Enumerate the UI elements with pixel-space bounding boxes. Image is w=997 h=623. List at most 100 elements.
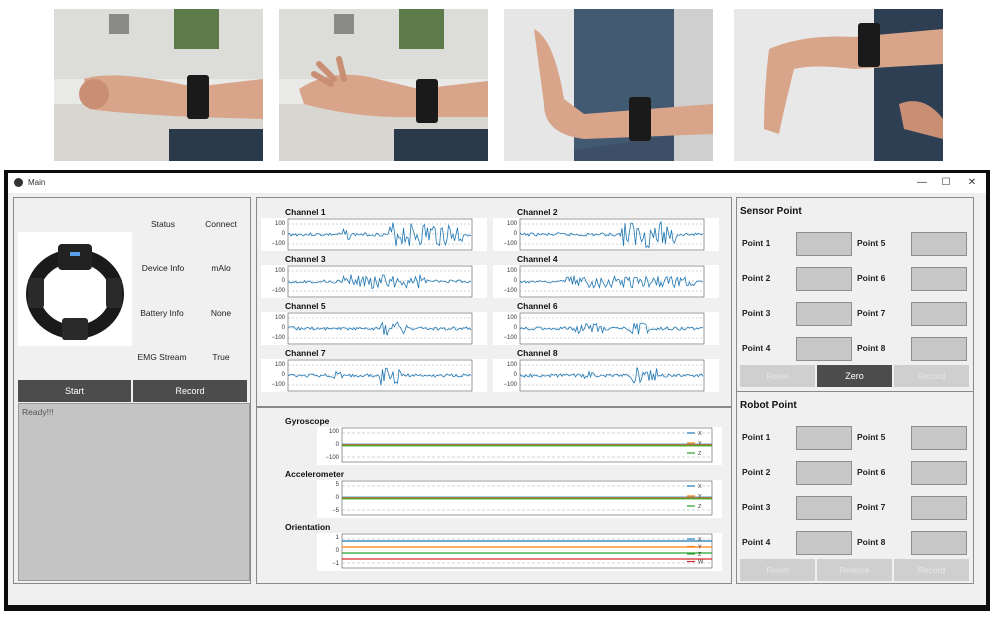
sensor-point-panel: Sensor Point Point 1 Point 2 Point 3 Point … [736,197,974,392]
emg-plot-frame [519,359,705,392]
emg-y-tick: 100 [275,221,286,227]
sensor-point-value-box [911,232,967,256]
close-icon[interactable]: ✕ [967,177,977,188]
emg-y-tick: 0 [282,372,286,378]
emg-y-tick: 0 [282,278,286,284]
sensor-point-value-box [911,267,967,291]
maximize-icon[interactable]: ☐ [941,177,951,188]
emg-y-tick: −100 [271,241,285,247]
emg-signal-line [287,367,472,386]
sensor-zero-button[interactable]: Zero [817,365,892,387]
start-button[interactable]: Start [18,380,131,402]
imu-y-tick: −1 [332,561,340,567]
imu-plot: 5 0 −5 X Y Z [317,480,722,518]
log-output: Ready!!! [18,403,250,581]
emg-channel-title: Channel 3 [285,254,326,264]
sensor-point-title: Sensor Point [740,206,802,217]
robot-point-value-box [911,496,967,520]
robot-restore-button[interactable]: Restore [817,559,892,581]
legend-label: X [698,537,702,543]
emg-channel-plot: 100 0 −100 [261,265,487,298]
emg-y-tick: −100 [271,288,285,294]
emg-channel-plot: 100 0 −100 [493,359,719,392]
emg-y-tick: −100 [271,382,285,388]
robot-point-label: Point 8 [857,537,886,547]
gesture-photo-wrist-flexion [734,9,943,161]
emg-y-tick: 100 [275,315,286,321]
emg-channel-title: Channel 4 [517,254,558,264]
sensor-point-label: Point 6 [857,273,886,283]
gesture-photo-fist [54,9,263,161]
robot-point-label: Point 2 [742,467,771,477]
battery-info-label: Battery Info [140,308,184,318]
app-icon [14,178,23,187]
emg-y-tick: 100 [275,362,286,368]
emg-signal-line [288,321,472,336]
emg-panel: Channel 1 100 0 −100 Channel 2 100 0 −100 Channe… [256,197,732,407]
legend-label: Z [698,504,702,510]
imu-y-tick: 0 [336,442,340,448]
emg-channel-title: Channel 6 [517,301,558,311]
emg-y-tick: 100 [507,268,518,274]
robot-point-value-box [796,426,852,450]
imu-plot: 1 0 −1 X Y Z W [317,533,722,571]
sensor-point-label: Point 1 [742,238,771,248]
emg-channel-title: Channel 1 [285,207,326,217]
emg-plot-frame [287,312,473,345]
sensor-record-button[interactable]: Record [894,365,969,387]
sensor-point-label: Point 8 [857,343,886,353]
minimize-icon[interactable]: — [917,177,927,188]
robot-point-title: Robot Point [740,400,797,411]
sensor-point-label: Point 5 [857,238,886,248]
emg-signal-line [519,322,704,335]
robot-point-value-box [911,531,967,555]
robot-point-label: Point 5 [857,432,886,442]
sensor-point-value-box [796,337,852,361]
record-button[interactable]: Record [133,380,247,402]
robot-point-label: Point 3 [742,502,771,512]
emg-y-tick: −100 [503,288,517,294]
robot-point-value-box [796,496,852,520]
robot-point-value-box [911,461,967,485]
legend-label: X [698,484,702,490]
imu-y-tick: 0 [336,548,340,554]
emg-channel-title: Channel 5 [285,301,326,311]
robot-record-button[interactable]: Record [894,559,969,581]
emg-signal-line [519,367,704,384]
emg-channel-plot: 100 0 −100 [493,312,719,345]
emg-stream-label: EMG Stream [137,352,187,362]
imu-plot: 100 0 −100 X Y Z [317,427,722,465]
status-label: Status [150,219,176,229]
sensor-point-label: Point 2 [742,273,771,283]
emg-channel-title: Channel 8 [517,348,558,358]
emg-y-tick: 100 [507,221,518,227]
emg-y-tick: 0 [514,372,518,378]
emg-plot-frame [519,312,705,345]
sensor-point-value-box [796,267,852,291]
robot-point-label: Point 4 [742,537,771,547]
legend-label: Y [698,545,702,551]
emg-plot-frame [519,218,705,251]
armband-image [18,232,132,346]
emg-stream-value: True [212,352,230,362]
device-info-label: Device Info [141,263,185,273]
robot-point-panel: Robot Point Point 1 Point 2 Point 3 Point 4… [736,391,974,584]
emg-y-tick: 0 [514,231,518,237]
emg-plot-frame [519,265,705,298]
emg-y-tick: −100 [503,241,517,247]
imu-panel: Gyroscope 100 0 −100 X Y Z Accelerometer 5 0 −5 X Y Z… [256,407,732,584]
imu-y-tick: 5 [336,482,340,488]
device-info-value: mAlo [211,263,231,273]
sensor-point-label: Point 4 [742,343,771,353]
emg-channel-plot: 100 0 −100 [493,218,719,251]
emg-channel-title: Channel 7 [285,348,326,358]
legend-label: X [698,431,702,437]
emg-y-tick: 0 [282,325,286,331]
emg-plot-frame [287,265,473,298]
emg-plot-frame [287,218,473,251]
sensor-point-label: Point 3 [742,308,771,318]
imu-plot-title: Gyroscope [285,416,330,426]
robot-reset-button[interactable]: Reset [740,559,815,581]
sensor-reset-button[interactable]: Reset [740,365,815,387]
emg-y-tick: −100 [271,335,285,341]
